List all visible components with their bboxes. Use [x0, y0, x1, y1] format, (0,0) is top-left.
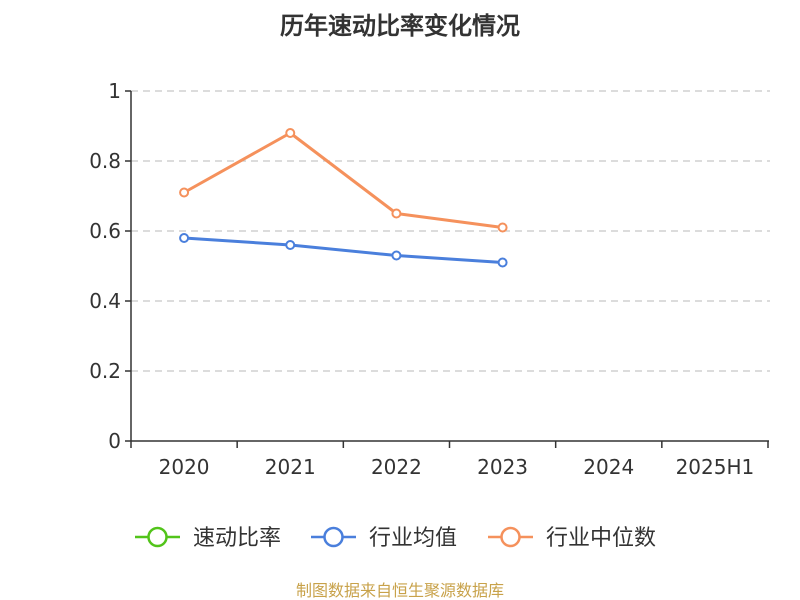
series-line — [183, 236, 503, 264]
data-point — [497, 257, 508, 268]
legend-swatch-marker — [500, 526, 521, 548]
series-lines — [179, 128, 508, 268]
x-tick-label: 2021 — [265, 455, 316, 479]
y-tick-label: 1 — [108, 79, 121, 103]
legend-item[interactable]: 行业均值 — [311, 526, 457, 551]
legend-swatch-marker — [147, 526, 168, 548]
grid-lines — [131, 90, 770, 372]
data-point — [391, 250, 402, 261]
data-source-note: 制图数据来自恒生聚源数据库 — [296, 581, 504, 600]
legend-item[interactable]: 行业中位数 — [488, 526, 656, 551]
chart-title: 历年速动比率变化情况 — [280, 12, 520, 40]
legend-item[interactable]: 速动比率 — [135, 526, 281, 551]
data-point — [391, 208, 402, 219]
legend-label: 行业中位数 — [546, 526, 656, 551]
legend-swatch-marker — [323, 526, 344, 548]
y-tick-label: 0 — [108, 429, 121, 453]
y-tick-label: 0.2 — [89, 359, 121, 383]
axes: 0 0.2 0.4 0.6 0.8 1 2020 2021 2022 2023 2024 2025H1 — [89, 79, 769, 479]
data-point — [285, 128, 296, 138]
data-point — [179, 233, 190, 243]
x-tick-label: 2024 — [583, 455, 634, 479]
x-tick-label: 2020 — [159, 455, 210, 479]
y-tick-label: 0.4 — [89, 289, 121, 313]
legend-label: 行业均值 — [369, 526, 457, 551]
series-line — [183, 131, 503, 229]
legend-label: 速动比率 — [193, 526, 281, 551]
data-point — [179, 187, 190, 198]
y-tick-label: 0.6 — [89, 219, 121, 243]
x-tick-label: 2022 — [371, 455, 422, 479]
legend: 速动比率 行业均值 行业中位数 — [135, 526, 656, 551]
data-point — [497, 222, 508, 233]
y-tick-label: 0.8 — [89, 149, 121, 173]
x-tick-label: 2025H1 — [676, 455, 755, 479]
data-point — [285, 240, 296, 250]
x-tick-label: 2023 — [477, 455, 528, 479]
